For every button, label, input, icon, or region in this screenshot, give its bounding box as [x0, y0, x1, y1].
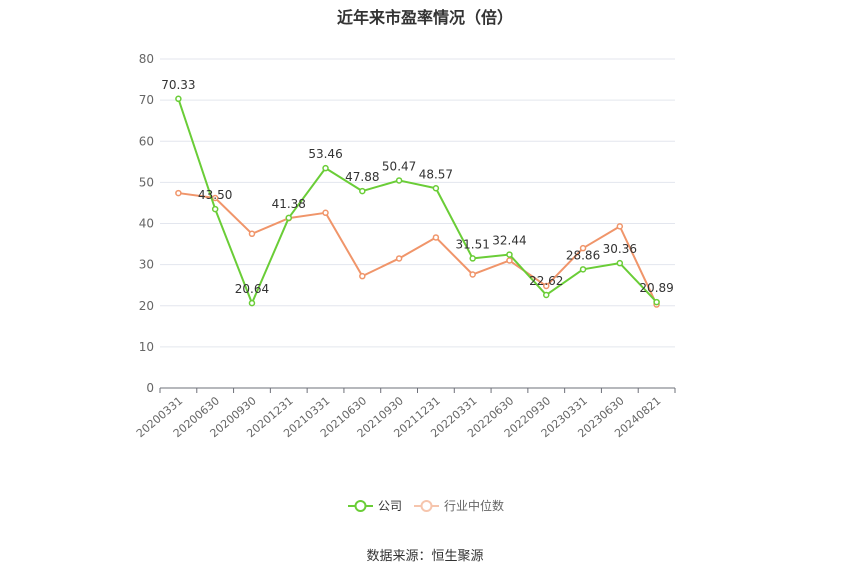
- legend-label: 行业中位数: [444, 498, 504, 513]
- data-point: [322, 164, 329, 172]
- data-source-note: 数据来源：恒生聚源: [366, 549, 484, 564]
- series-layer: [175, 95, 660, 308]
- data-point: [248, 299, 256, 307]
- data-label: 50.47: [382, 159, 416, 173]
- data-point: [579, 266, 587, 273]
- series-line-1: [178, 192, 658, 305]
- y-tick-label: 30: [139, 258, 154, 272]
- y-tick-label: 20: [139, 299, 154, 313]
- data-point: [322, 209, 329, 217]
- y-tick-labels: 0 10 20 30 40 50 60 70 80: [139, 52, 154, 395]
- legend-marker: [354, 500, 367, 512]
- y-tick-label: 70: [139, 93, 154, 107]
- data-point: [175, 95, 182, 103]
- data-label: 20.89: [639, 281, 673, 295]
- data-label: 20.64: [235, 282, 269, 296]
- data-point: [359, 272, 366, 280]
- y-tick-label: 80: [139, 52, 154, 66]
- y-tick-label: 50: [139, 175, 154, 189]
- axes: [159, 387, 676, 393]
- legend[interactable]: 公司 行业中位数: [348, 498, 504, 513]
- series-line-0: [177, 98, 658, 305]
- data-point: [248, 230, 256, 238]
- data-point: [469, 255, 476, 262]
- data-label: 22.62: [529, 274, 563, 288]
- data-label: 28.86: [566, 248, 600, 262]
- legend-marker: [420, 500, 433, 512]
- data-point: [469, 271, 476, 278]
- data-label: 53.46: [308, 147, 342, 161]
- legend-item-1[interactable]: 行业中位数: [414, 498, 504, 513]
- y-tick-label: 0: [146, 381, 154, 395]
- data-label: 48.57: [419, 167, 453, 181]
- data-point: [579, 244, 587, 252]
- data-point: [359, 187, 366, 195]
- grid-lines: [160, 58, 675, 348]
- data-label: 31.51: [455, 237, 489, 251]
- x-tick-labels: 2020033120200630202009302020123120210331…: [134, 394, 663, 440]
- data-point: [432, 234, 440, 241]
- data-label: 43.50: [198, 188, 232, 202]
- legend-label: 公司: [378, 499, 402, 513]
- y-tick-label: 40: [139, 217, 154, 231]
- data-point: [395, 177, 403, 184]
- data-point: [616, 223, 624, 230]
- data-point: [285, 214, 292, 222]
- data-point: [432, 185, 440, 192]
- data-point: [616, 259, 624, 267]
- data-point: [506, 257, 513, 264]
- data-point: [653, 298, 660, 306]
- data-point: [211, 205, 219, 213]
- data-point: [395, 255, 403, 262]
- data-point: [543, 282, 550, 290]
- data-label: 70.33: [161, 78, 195, 92]
- data-labels: 70.33 43.50 20.64 41.38 53.4647.8850.4748.57…: [161, 78, 674, 296]
- y-tick-label: 10: [139, 340, 154, 354]
- data-label: 30.36: [603, 242, 637, 256]
- data-point: [175, 189, 182, 197]
- data-label: 32.44: [492, 234, 526, 248]
- data-label: 41.38: [272, 197, 306, 211]
- legend-item-0[interactable]: 公司: [348, 499, 402, 513]
- y-tick-label: 60: [139, 134, 154, 148]
- data-point: [543, 291, 550, 299]
- data-point: [211, 194, 219, 202]
- data-point: [506, 251, 513, 258]
- chart-title: 近年来市盈率情况（倍）: [336, 8, 513, 27]
- data-label: 47.88: [345, 170, 379, 184]
